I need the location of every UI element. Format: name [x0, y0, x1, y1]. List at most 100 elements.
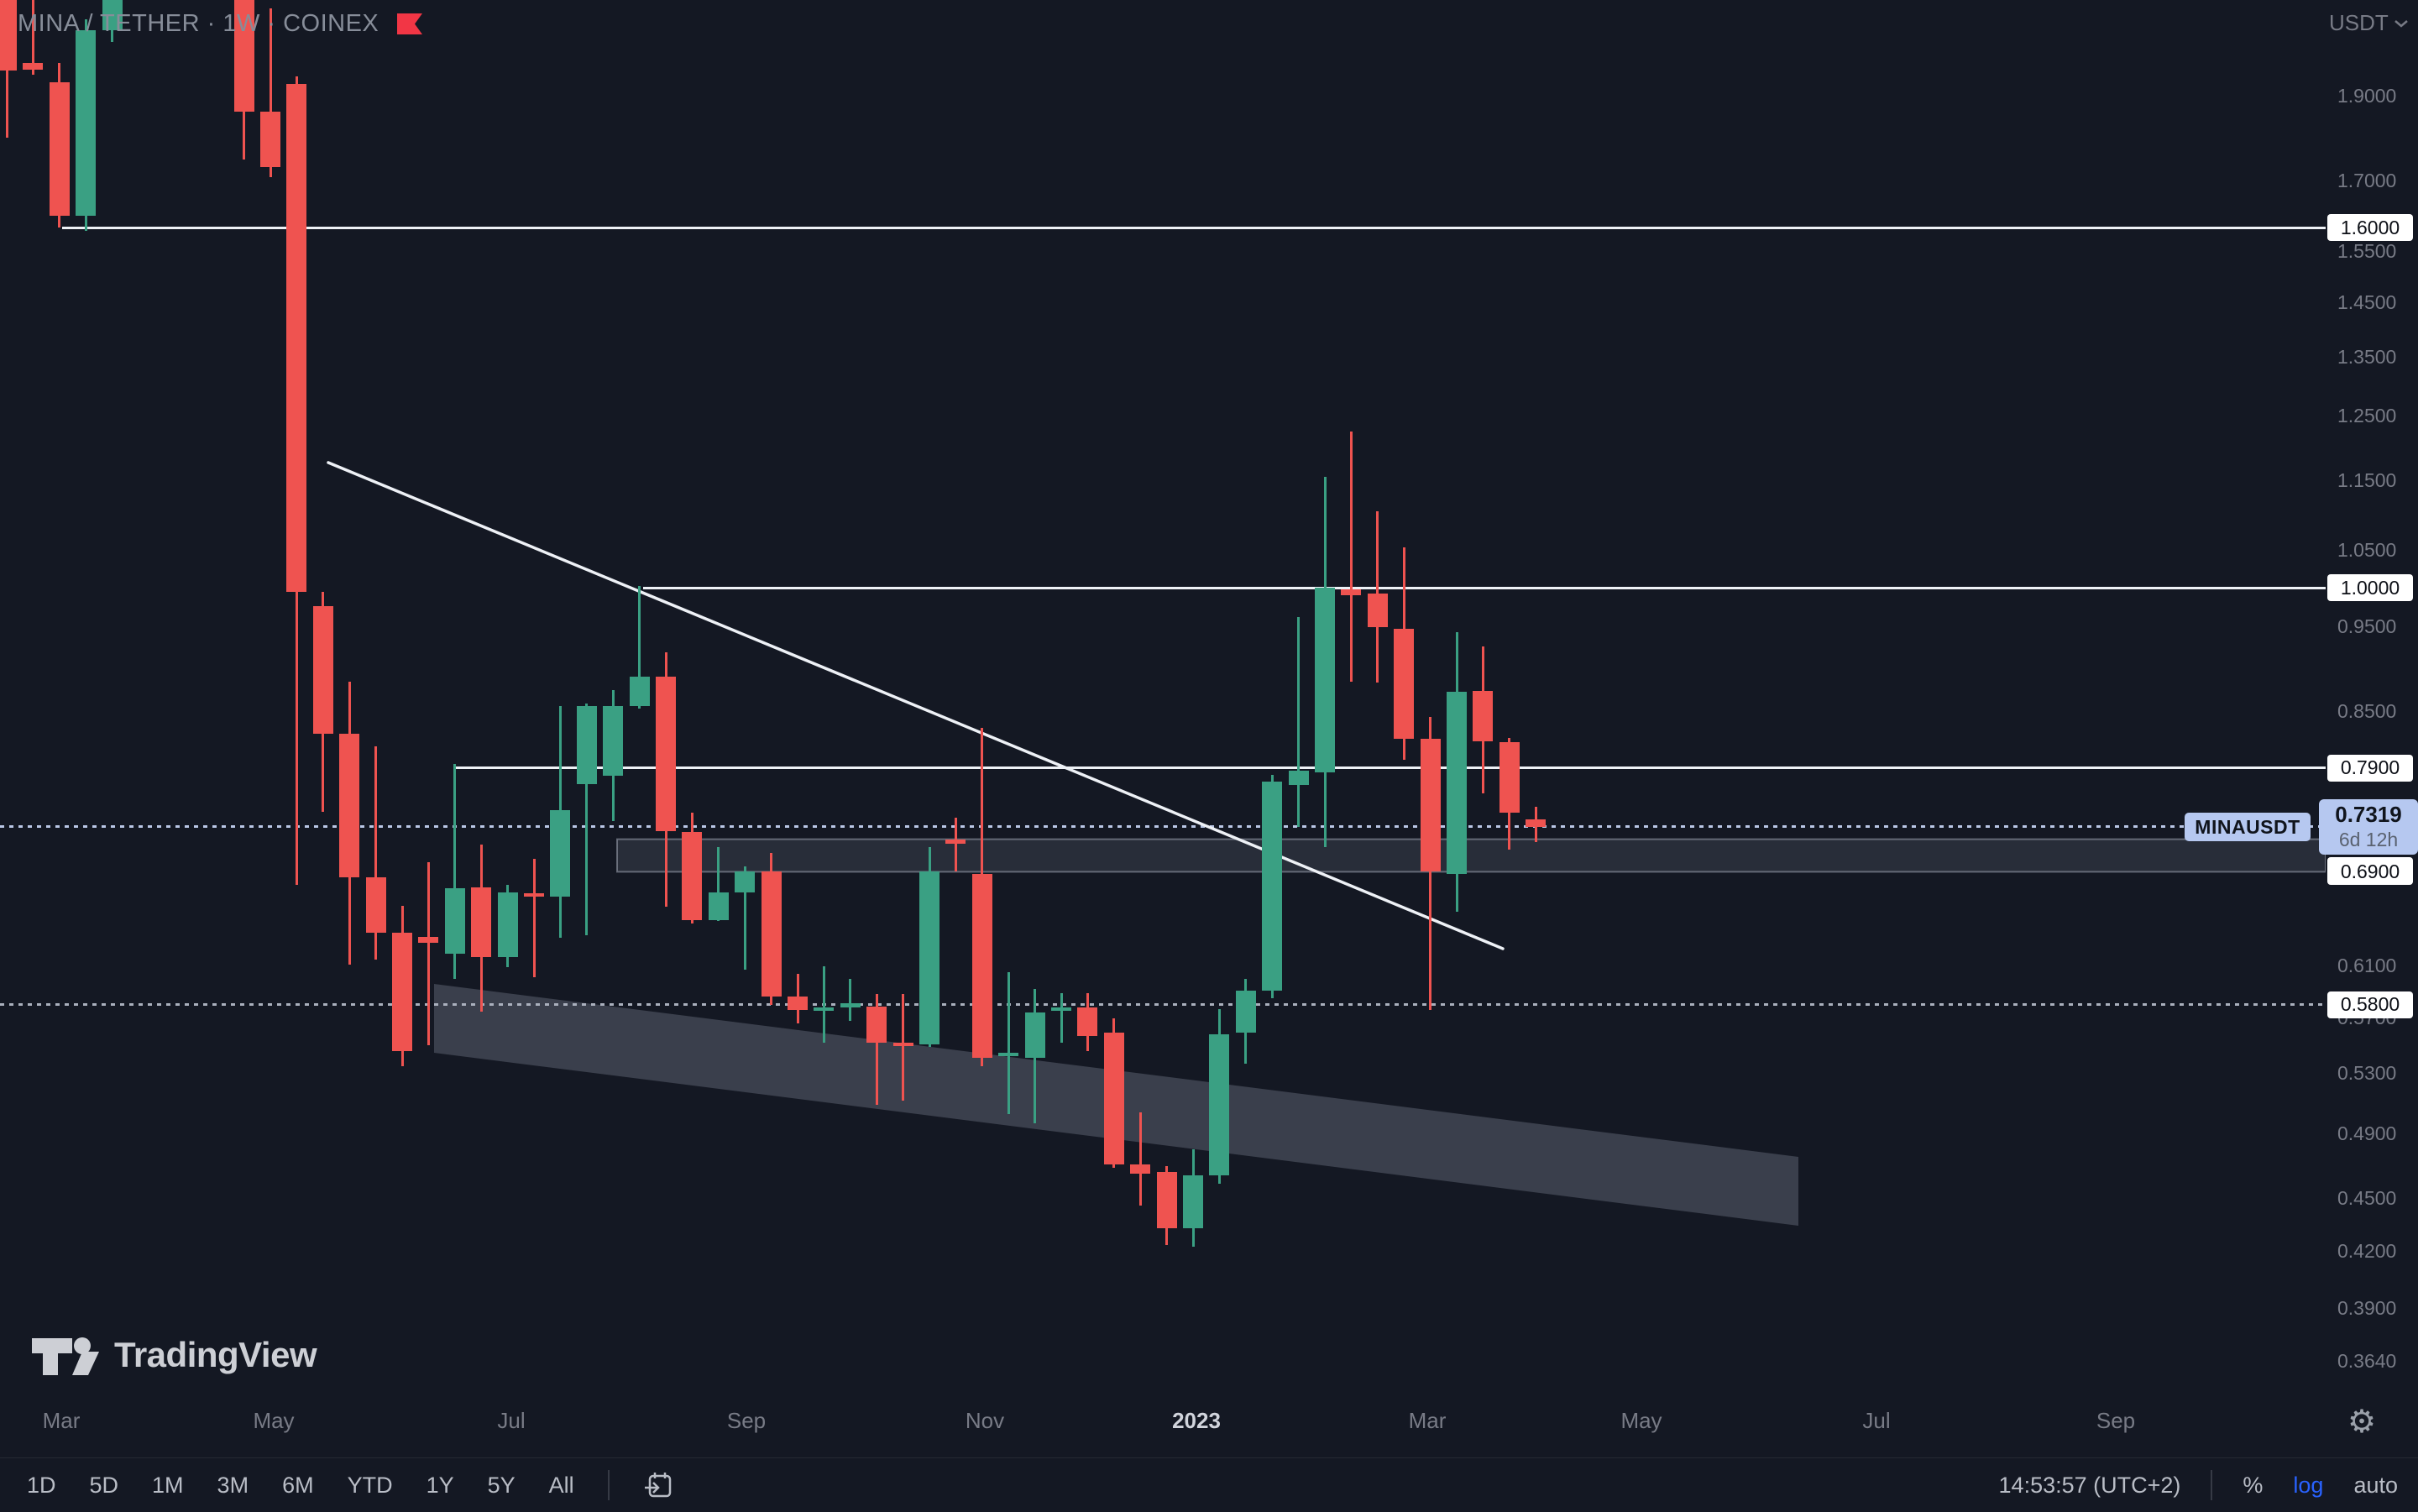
candle-body	[840, 1003, 861, 1007]
candle-body	[892, 1042, 913, 1046]
price-tick: 1.7000	[2337, 170, 2397, 192]
range-button-1d[interactable]: 1D	[27, 1472, 56, 1498]
go-to-date-icon[interactable]	[643, 1469, 675, 1501]
candle-body	[788, 997, 808, 1011]
price-tick: 0.8500	[2337, 700, 2397, 723]
candle-body	[102, 0, 123, 31]
range-button-5y[interactable]: 5Y	[487, 1472, 516, 1498]
horizontal-price-line[interactable]	[62, 226, 2326, 229]
candle-body	[1051, 1007, 1071, 1011]
symbol-legend[interactable]: MINA / TETHER · 1W · COINEX	[18, 10, 423, 38]
candle-body	[76, 30, 97, 217]
candle-wick	[954, 817, 957, 872]
candle-body	[1288, 771, 1309, 785]
clock[interactable]: 14:53:57 (UTC+2)	[1998, 1472, 2181, 1498]
range-button-5d[interactable]: 5D	[89, 1472, 119, 1498]
candle-body	[682, 831, 703, 920]
price-line-label: 0.7900	[2327, 754, 2413, 782]
range-button-6m[interactable]: 6M	[282, 1472, 314, 1498]
time-axis-label: May	[253, 1408, 295, 1433]
candle-body	[286, 84, 307, 592]
candle-body	[1235, 990, 1256, 1033]
candle-body	[0, 0, 17, 71]
auto-scale-button[interactable]: auto	[2353, 1472, 2398, 1498]
price-tick: 0.3900	[2337, 1296, 2397, 1319]
range-button-3m[interactable]: 3M	[217, 1472, 249, 1498]
candle-body	[49, 81, 70, 217]
candle-body	[1420, 738, 1441, 872]
candle-wick	[1007, 972, 1010, 1114]
descending-trendline[interactable]	[327, 461, 1505, 950]
time-axis-label: May	[1620, 1408, 1662, 1433]
currency-switch[interactable]: USDT	[2329, 10, 2409, 36]
candle-wick	[1349, 432, 1353, 683]
log-scale-button[interactable]: log	[2293, 1472, 2324, 1498]
candle-wick	[585, 703, 589, 936]
range-button-1y[interactable]: 1Y	[426, 1472, 454, 1498]
time-axis-label: Mar	[1408, 1408, 1447, 1433]
candle-wick	[31, 0, 34, 75]
range-button-1m[interactable]: 1M	[152, 1472, 184, 1498]
candle-body	[260, 112, 280, 167]
candle-body	[1473, 690, 1494, 742]
time-axis[interactable]: Mar May Jul Sep Nov 2023 Mar May Jul Sep ⚙	[0, 1389, 2418, 1457]
price-tick: 1.2500	[2337, 405, 2397, 427]
price-tick: 1.3500	[2337, 346, 2397, 369]
candle-body	[814, 1007, 835, 1011]
price-tick: 1.9000	[2337, 84, 2397, 107]
candle-body	[312, 606, 333, 735]
candle-body	[919, 871, 939, 1044]
candle-body	[945, 839, 966, 845]
price-tick: 0.4200	[2337, 1240, 2397, 1263]
current-price-label[interactable]: 0.7319 6d 12h	[2319, 798, 2418, 855]
candle-wick	[1138, 1112, 1142, 1206]
price-tick: 1.1500	[2337, 468, 2397, 491]
tradingview-logo-text: TradingView	[114, 1335, 317, 1374]
candle-body	[365, 877, 386, 934]
time-axis-label: Sep	[726, 1408, 767, 1433]
time-axis-label: Mar	[42, 1408, 81, 1433]
range-button-all[interactable]: All	[548, 1472, 574, 1498]
price-tick: 0.3640	[2337, 1349, 2397, 1372]
candle-body	[392, 933, 412, 1051]
scale-controls: 14:53:57 (UTC+2) % log auto	[1999, 1470, 2418, 1500]
chart-pane[interactable]: MINA / TETHER · 1W · COINEX TradingView	[0, 0, 2326, 1389]
symbol-price-badge[interactable]: MINAUSDT	[2185, 813, 2311, 841]
candle-body	[1156, 1172, 1177, 1229]
range-button-ytd[interactable]: YTD	[347, 1472, 393, 1498]
candle-body	[708, 892, 729, 920]
gear-icon[interactable]: ⚙	[2347, 1405, 2377, 1440]
candle-wick	[717, 846, 720, 922]
current-price-line[interactable]	[0, 825, 2326, 829]
price-axis[interactable]: USDT 1.9000 1.7000 1.5500 1.4500 1.3500 1.250…	[2319, 0, 2418, 1389]
candle-wick	[532, 858, 536, 978]
candle-body	[1103, 1033, 1124, 1164]
percent-scale-button[interactable]: %	[2243, 1472, 2264, 1498]
horizontal-price-line[interactable]	[456, 766, 2326, 770]
price-line-label: 0.6900	[2327, 858, 2413, 886]
time-axis-label: 2023	[1172, 1408, 1221, 1433]
candles-layer[interactable]	[0, 0, 2326, 1389]
flag-icon[interactable]	[397, 13, 423, 34]
price-line-label: 1.6000	[2327, 214, 2413, 242]
dotted-price-line[interactable]	[0, 1003, 2326, 1007]
candle-body	[998, 1052, 1019, 1056]
price-lines-layer	[0, 226, 2326, 1007]
toolbar-divider	[607, 1470, 610, 1500]
candle-wick	[849, 978, 852, 1021]
candle-body	[971, 874, 992, 1059]
time-axis-label: Sep	[2096, 1408, 2136, 1433]
candle-body	[418, 936, 439, 943]
candle-body	[761, 871, 782, 997]
tradingview-logo[interactable]: TradingView	[30, 1332, 317, 1379]
candle-body	[1341, 589, 1362, 596]
candle-body	[1367, 594, 1388, 627]
supply-zone-rectangle[interactable]	[616, 838, 2326, 873]
price-line-label: 0.5800	[2327, 991, 2413, 1018]
candle-body	[1183, 1175, 1203, 1229]
tradingview-logo-icon	[32, 1337, 99, 1375]
candle-wick	[638, 586, 641, 709]
horizontal-price-line[interactable]	[643, 586, 2326, 589]
candle-body	[233, 0, 254, 112]
candle-body	[656, 677, 676, 831]
